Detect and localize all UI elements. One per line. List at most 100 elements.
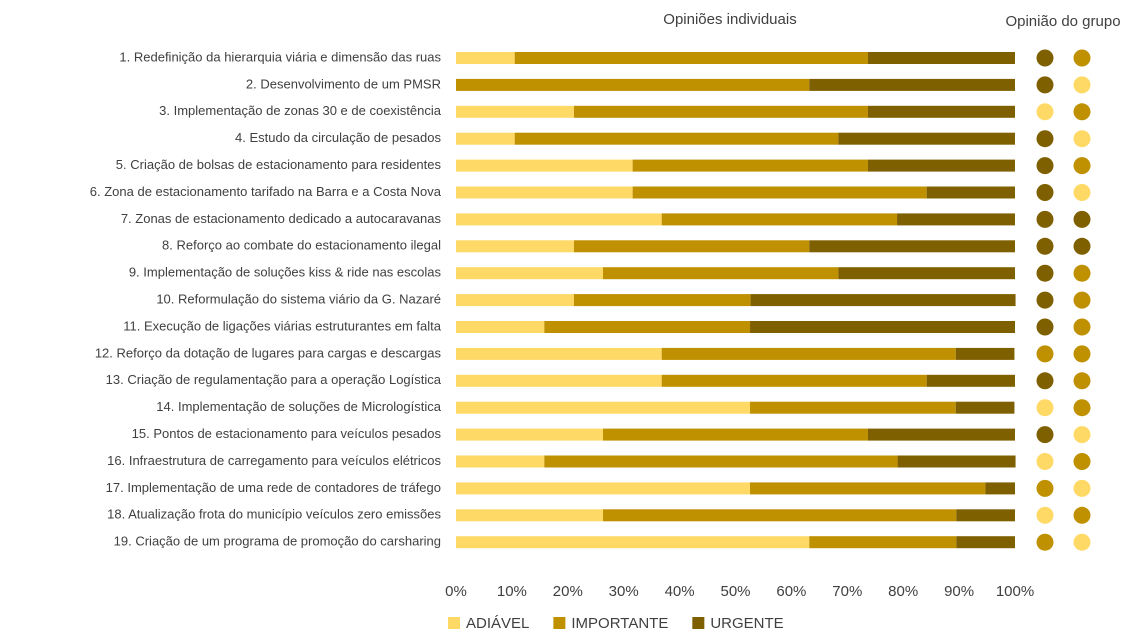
group-dot [1036,533,1054,551]
group-dot [1036,345,1054,363]
x-tick-label: 10% [497,583,527,600]
group-dot [1073,76,1091,94]
group-dot [1036,264,1054,282]
x-tick-label: 70% [832,583,862,600]
bar-segment [955,401,1015,414]
group-dot [1036,453,1054,470]
category-label: 4. Estudo da circulação de pesados [235,130,441,145]
bar-segment [956,536,1015,549]
category-label: 7. Zonas de estacionamento dedicado a au… [121,211,442,226]
bar-segment [603,428,868,441]
category-label: 12. Reforço da dotação de lugares para c… [95,345,442,360]
bar-segment [750,401,956,414]
bar-segment [456,52,515,64]
bar-segment [456,428,604,441]
bar-segment [603,509,957,522]
bar-segment [603,267,839,280]
bar-segment [456,267,604,280]
bar-segment [897,213,1015,226]
bar-segment [661,347,956,360]
bar-segment [750,482,986,495]
x-tick-label: 100% [996,583,1034,600]
bar-segment [926,374,1015,387]
group-dot [1036,210,1054,228]
legend-label: IMPORTANTE [571,615,668,632]
group-dot [1036,291,1054,309]
legend-label: ADIÁVEL [466,615,529,632]
x-tick-label: 90% [944,583,974,600]
group-dot [1036,184,1054,201]
group-dot [1036,130,1054,148]
bar-segment [456,455,545,468]
group-dot [1036,479,1054,497]
group-dot [1036,157,1054,175]
group-dot [1036,103,1054,121]
group-dot [1073,533,1091,551]
category-label: 14. Implementação de soluções de Microlo… [156,399,441,414]
bar-segment [573,105,868,118]
bar-segment [955,347,1015,360]
x-tick-label: 20% [553,583,583,600]
category-label: 18. Atualização frota do município veícu… [107,507,441,522]
x-tick-label: 80% [888,583,918,600]
bar-segment [867,52,1015,64]
category-label: 1. Redefinição da hierarquia viária e di… [119,49,441,64]
group-dot [1073,210,1091,228]
x-tick-label: 50% [720,583,750,600]
bar-segment [456,132,515,145]
bar-segment [661,374,927,387]
bar-segment [456,374,662,387]
chart-title: Opiniões individuais [663,11,796,28]
bar-segment [514,132,839,145]
bar-segment [456,509,604,522]
group-dot [1073,157,1091,175]
bar-segment [544,455,898,468]
bar-segment [456,213,662,226]
group-dot [1036,372,1054,390]
group-dot [1073,130,1091,148]
category-label: 9. Implementação de soluções kiss & ride… [129,265,442,280]
bar-segment [456,347,662,360]
group-dot [1073,184,1091,201]
legend-swatch [553,617,566,629]
bar-segment [867,159,1015,172]
group-dot [1073,506,1091,524]
bar-segment [867,105,1015,118]
category-label: 8. Reforço ao combate do estacionamento … [162,238,441,253]
category-label: 5. Criação de bolsas de estacionamento p… [116,157,442,172]
legend-label: URGENTE [710,615,783,632]
bar-segment [809,78,1015,91]
group-dot [1073,372,1091,390]
bar-segment [514,52,868,64]
category-label: 15. Pontos de estacionamento para veícul… [132,426,442,441]
bar-segment [456,78,810,91]
legend-swatch [692,617,705,629]
legend-swatch [448,617,460,629]
group-dot [1036,318,1054,336]
group-dot [1036,49,1054,67]
bar-segment [456,401,751,414]
bar-segment [897,455,1016,468]
group-dot [1073,318,1091,336]
bar-segment [750,321,1015,333]
group-dot [1036,76,1054,94]
bar-segment [456,294,574,307]
bar-segment [573,240,810,253]
group-dot [1073,399,1091,417]
x-tick-label: 60% [776,583,806,600]
category-label: 10. Reformulação do sistema viário da G.… [156,292,441,307]
bar-segment [456,105,574,118]
group-dot [1073,426,1091,444]
category-label: 11. Execução de ligações viárias estrutu… [123,318,441,333]
group-dot [1036,506,1054,524]
bar-segment [456,536,810,549]
group-dot [1073,103,1091,121]
x-tick-label: 0% [445,583,467,600]
group-dot [1073,264,1091,282]
bar-segment [838,267,1015,280]
category-label: 2. Desenvolvimento de um PMSR [246,76,441,91]
group-dot [1073,237,1091,255]
bar-segment [838,132,1015,145]
category-label: 3. Implementação de zonas 30 e de coexis… [159,103,442,118]
category-label: 16. Infraestrutura de carregamento para … [107,453,441,468]
